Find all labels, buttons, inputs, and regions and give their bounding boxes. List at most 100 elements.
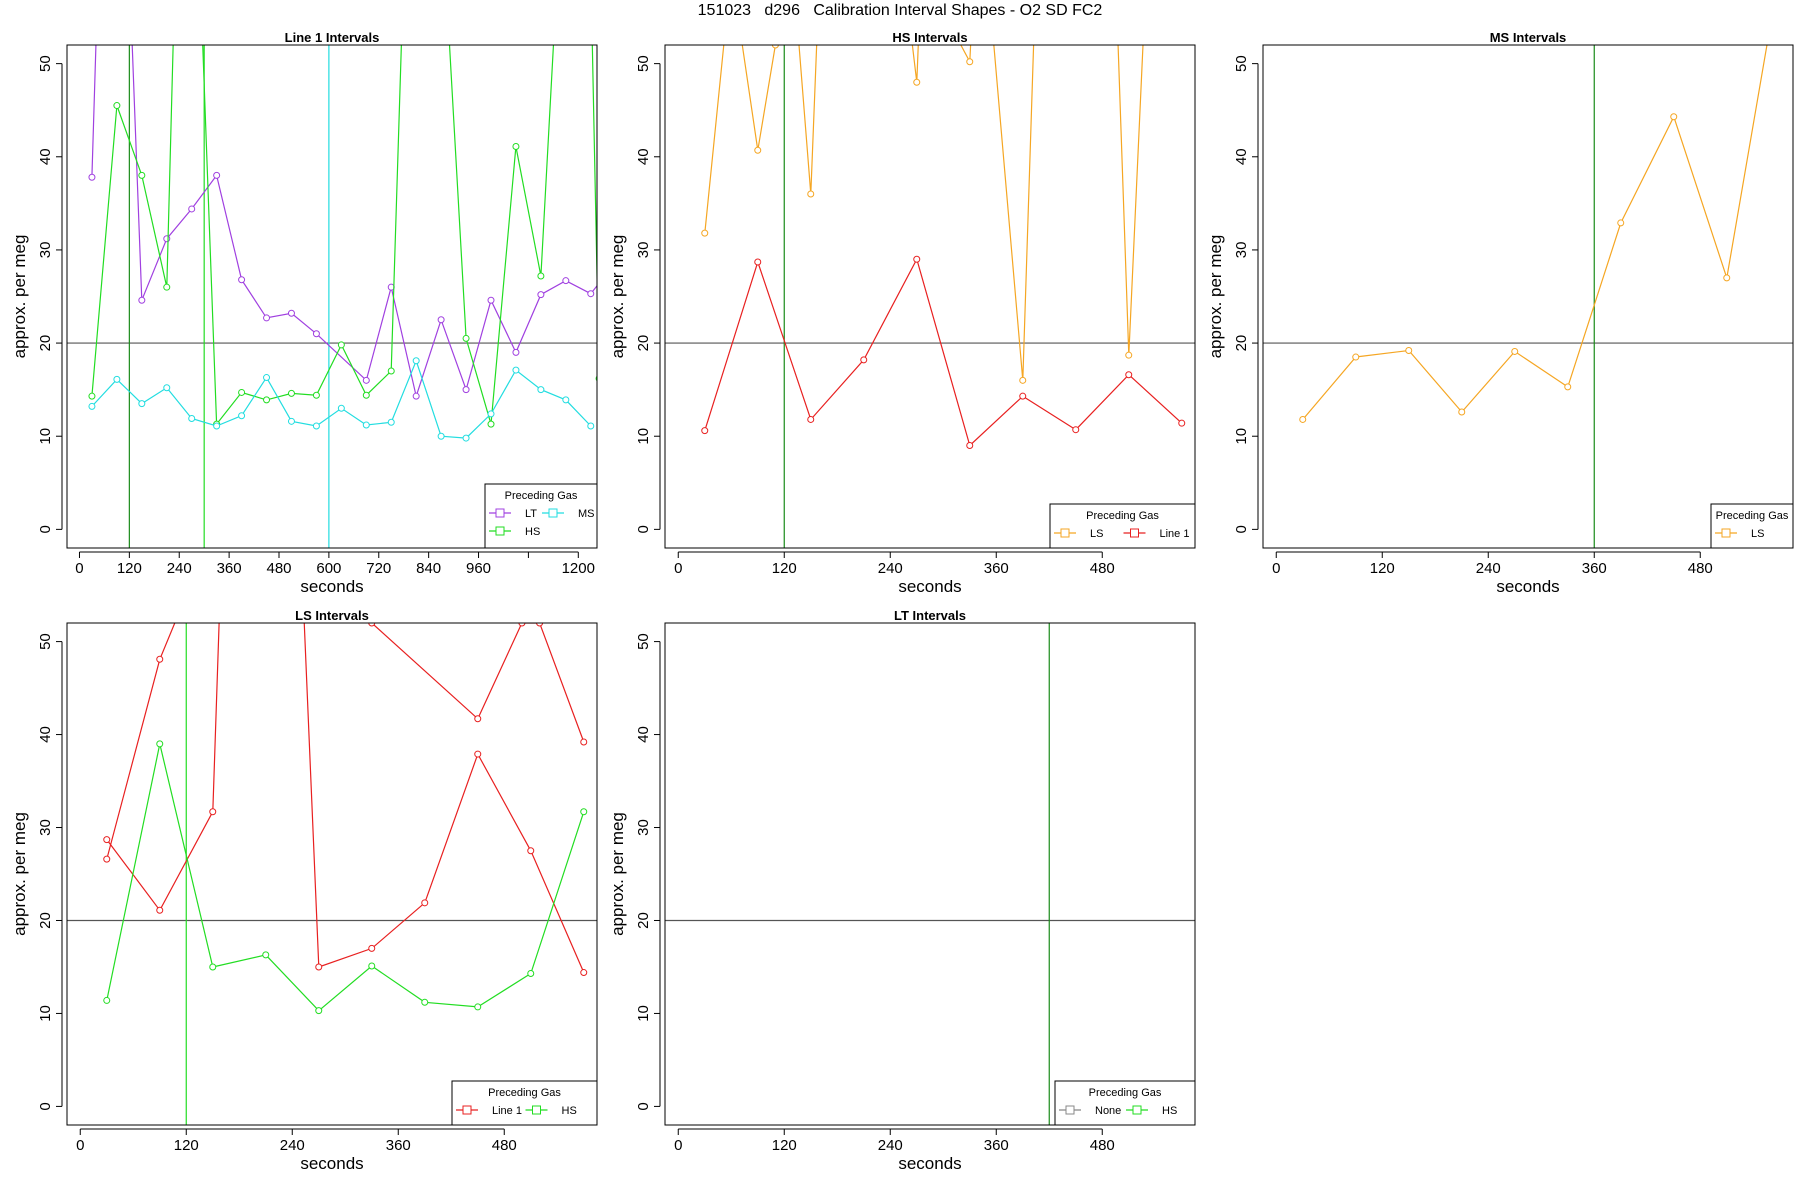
data-point [474,1003,482,1011]
data-point [527,847,535,855]
data-point [238,412,246,420]
x-tick-label: 480 [266,560,291,577]
x-axis: 0 120 240 360 480 600 720 840 960 1200 seconds [75,551,595,596]
data-point [512,348,520,356]
legend-entry-hs: HS [489,526,540,538]
y-tick-label: 50 [635,633,652,650]
data-point [754,258,762,266]
plot-title: LT Intervals [894,608,966,623]
data-point [263,374,271,382]
data-point [368,962,376,970]
data-point [966,442,974,450]
x-tick-label: 240 [1476,560,1501,577]
x-tick-label: 1200 [562,560,595,577]
plot-title: HS Intervals [892,30,967,45]
data-point [437,316,445,324]
y-tick-label: 0 [1233,525,1250,533]
y-tick-label: 10 [37,428,54,445]
y-tick-label: 40 [37,726,54,743]
data-point [88,173,96,181]
data-point [188,415,196,423]
series-line [371,623,585,743]
x-tick-label: 120 [174,1137,199,1154]
series-hs [88,45,597,428]
x-tick-label: 0 [76,1137,84,1154]
data-point [312,422,320,430]
y-tick-label: 50 [37,633,54,650]
x-tick-label: 240 [878,560,903,577]
data-point [701,427,709,435]
data-point [412,392,420,400]
data-point [1723,274,1731,282]
legend-title: Preceding Gas [488,1087,561,1099]
y-tick-label: 20 [635,912,652,929]
data-point [771,45,779,49]
x-tick-label: 240 [280,1137,305,1154]
data-point [807,190,815,198]
y-axis: 0 10 20 30 40 50 approx. per meg [608,55,661,534]
y-tick-label: 10 [635,428,652,445]
data-point [580,969,588,977]
legend-swatch [495,508,505,518]
x-tick-label: 120 [772,1137,797,1154]
series-hs [103,740,588,1015]
data-point [287,309,295,317]
data-point [512,143,520,151]
legend-title: Preceding Gas [1086,510,1159,522]
x-tick-label: 240 [167,560,192,577]
data-point [1019,376,1027,384]
series-line [704,257,1183,447]
series-lt [88,45,597,400]
plot-area [1263,45,1793,548]
data-point [1019,392,1027,400]
data-point [1072,426,1080,434]
data-point [421,899,429,907]
data-point [263,314,271,322]
y-tick-label: 40 [37,148,54,165]
legend-label: LT [525,508,537,520]
y-tick-label: 30 [37,242,54,259]
y-tick-label: 30 [635,242,652,259]
data-point [1125,351,1133,359]
series-line [106,743,585,1012]
data-point [362,391,370,399]
data-point [1511,347,1519,355]
legend-label: LS [1751,528,1764,540]
plot-area [67,45,597,548]
data-point [701,229,709,237]
plot-title: MS Intervals [1490,30,1567,45]
legend: Preceding Gas LT MS HS [484,483,598,549]
y-tick-label: 10 [37,1005,54,1022]
data-point [562,277,570,285]
data-point [213,171,221,179]
y-tick-label: 10 [1233,428,1250,445]
data-point [315,963,323,971]
x-axis-label: seconds [300,1154,363,1173]
data-point [587,290,595,298]
plot-title: Line 1 Intervals [285,30,380,45]
data-point [1405,347,1413,355]
panel-line-1-intervals: Line 1 Intervals 0 120 240 360 480 600 720 840 96… [10,30,598,596]
data-point [487,420,495,428]
legend-entry-ls: LS [1054,528,1103,540]
x-tick-label: 960 [466,560,491,577]
plot-frame [66,622,598,1126]
plot-title: LS Intervals [295,608,369,623]
legend-swatch [1132,1105,1142,1115]
data-point [263,396,271,404]
plot-frame [664,622,1196,1126]
data-point [103,996,111,1004]
legend-entry-ls: LS [1715,528,1764,540]
data-point [156,740,164,748]
y-axis: 0 10 20 30 40 50 approx. per meg [608,633,661,1111]
data-point [368,623,376,627]
data-point [315,1007,323,1015]
plot-frame [664,44,1196,549]
series-line-1 [701,255,1186,450]
plot-frame [66,44,598,549]
legend: Preceding Gas LS Line 1 [1049,503,1196,549]
y-tick-label: 0 [635,525,652,533]
x-tick-label: 120 [772,560,797,577]
y-tick-label: 20 [1233,335,1250,352]
data-point [312,391,320,399]
